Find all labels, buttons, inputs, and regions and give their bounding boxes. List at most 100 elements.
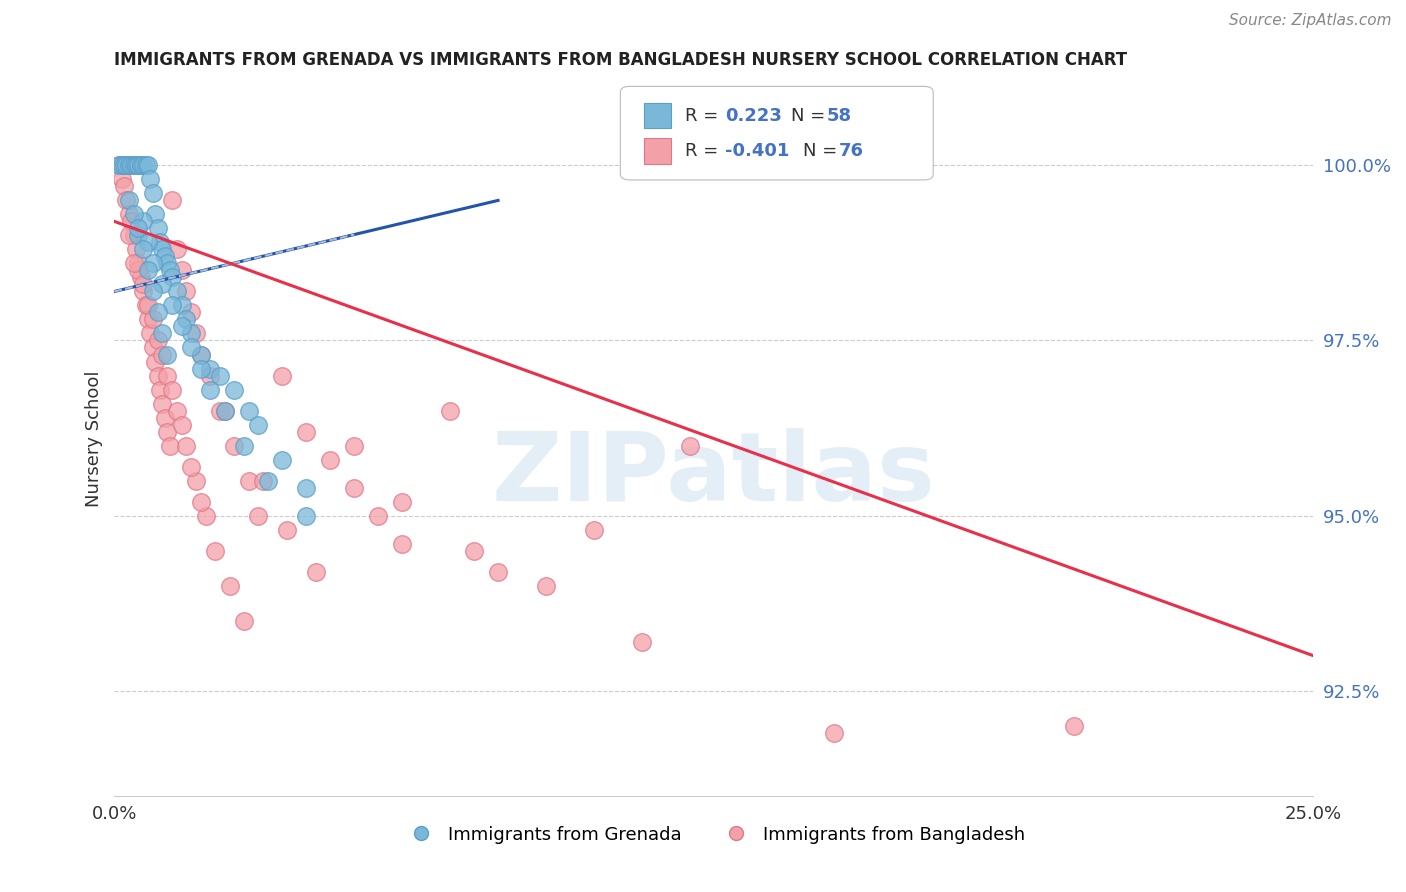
Point	[257, 474, 280, 488]
Point	[295, 425, 318, 439]
Point	[305, 565, 328, 579]
Point	[112, 158, 135, 172]
Point	[160, 298, 183, 312]
Point	[214, 403, 236, 417]
Point	[122, 228, 145, 243]
Point	[112, 179, 135, 194]
Point	[120, 158, 142, 172]
Point	[110, 158, 132, 172]
Point	[295, 508, 318, 523]
Point	[159, 263, 181, 277]
Point	[118, 158, 141, 172]
Point	[136, 235, 159, 250]
Point	[1063, 719, 1085, 733]
Point	[232, 439, 254, 453]
Point	[136, 312, 159, 326]
Point	[463, 543, 485, 558]
Point	[319, 452, 342, 467]
Point	[271, 452, 294, 467]
Text: IMMIGRANTS FROM GRENADA VS IMMIGRANTS FROM BANGLADESH NURSERY SCHOOL CORRELATION: IMMIGRANTS FROM GRENADA VS IMMIGRANTS FR…	[114, 51, 1128, 69]
Point	[190, 494, 212, 508]
Point	[180, 341, 202, 355]
Point	[142, 256, 165, 270]
Point	[108, 158, 131, 172]
Legend: Immigrants from Grenada, Immigrants from Bangladesh: Immigrants from Grenada, Immigrants from…	[395, 819, 1032, 851]
Point	[200, 368, 222, 383]
Point	[238, 403, 260, 417]
FancyBboxPatch shape	[620, 87, 934, 180]
Point	[238, 474, 260, 488]
Point	[143, 207, 166, 221]
Point	[132, 158, 155, 172]
Point	[150, 243, 173, 257]
Point	[194, 508, 217, 523]
Point	[135, 158, 157, 172]
Point	[170, 417, 193, 432]
Point	[631, 634, 654, 648]
Point	[295, 481, 318, 495]
Text: -0.401: -0.401	[724, 142, 789, 160]
FancyBboxPatch shape	[644, 103, 671, 128]
Point	[122, 256, 145, 270]
Point	[129, 270, 152, 285]
Point	[224, 383, 246, 397]
Point	[136, 158, 159, 172]
Point	[180, 459, 202, 474]
Point	[132, 214, 155, 228]
Point	[142, 186, 165, 201]
Text: ZIPatlas: ZIPatlas	[492, 428, 936, 521]
Point	[149, 383, 172, 397]
Point	[160, 383, 183, 397]
Point	[176, 312, 198, 326]
Point	[156, 368, 179, 383]
Point	[247, 417, 270, 432]
Point	[127, 263, 149, 277]
Point	[122, 207, 145, 221]
Point	[122, 158, 145, 172]
Point	[110, 172, 132, 186]
Point	[132, 285, 155, 299]
Point	[170, 263, 193, 277]
Point	[176, 285, 198, 299]
Point	[439, 403, 461, 417]
Point	[391, 494, 413, 508]
Point	[184, 326, 207, 341]
Text: R =: R =	[685, 107, 724, 125]
Point	[156, 347, 179, 361]
Point	[127, 221, 149, 235]
Text: N =: N =	[803, 142, 842, 160]
Point	[391, 536, 413, 550]
Point	[127, 228, 149, 243]
Point	[190, 347, 212, 361]
Point	[208, 403, 231, 417]
Point	[120, 214, 142, 228]
Point	[146, 368, 169, 383]
Point	[247, 508, 270, 523]
Point	[218, 579, 240, 593]
Point	[166, 243, 188, 257]
Point	[142, 285, 165, 299]
Point	[118, 228, 141, 243]
Point	[127, 256, 149, 270]
Point	[214, 403, 236, 417]
Point	[150, 326, 173, 341]
Point	[160, 270, 183, 285]
Point	[204, 543, 226, 558]
Point	[153, 410, 176, 425]
Point	[176, 439, 198, 453]
Point	[136, 263, 159, 277]
Point	[127, 158, 149, 172]
Point	[132, 243, 155, 257]
Point	[200, 383, 222, 397]
Point	[367, 508, 389, 523]
Point	[271, 368, 294, 383]
Point	[125, 243, 148, 257]
Point	[343, 481, 366, 495]
Point	[139, 172, 162, 186]
Point	[534, 579, 557, 593]
Point	[208, 368, 231, 383]
Point	[115, 158, 138, 172]
Point	[200, 361, 222, 376]
Point	[108, 158, 131, 172]
Point	[170, 298, 193, 312]
